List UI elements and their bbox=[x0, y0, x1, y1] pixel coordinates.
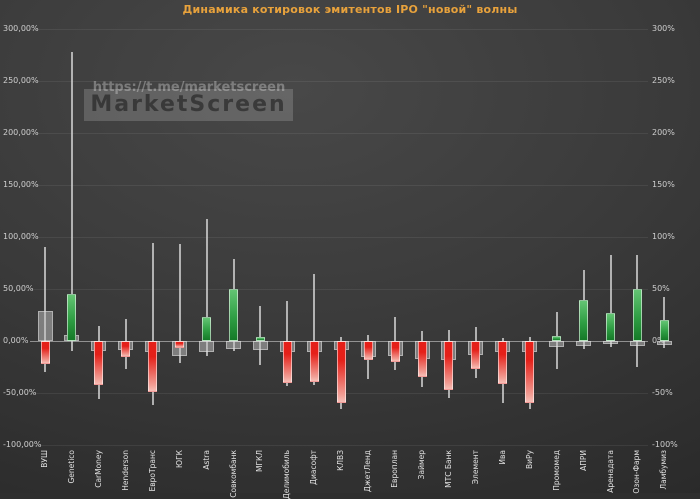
candle-body-down bbox=[525, 341, 535, 404]
candle-body-down bbox=[40, 341, 50, 364]
y-axis-label-right: 200% bbox=[652, 128, 675, 137]
x-axis-label: Делимобиль bbox=[282, 450, 292, 499]
candle-body-down bbox=[282, 341, 292, 383]
candle-body-down bbox=[175, 341, 185, 349]
candle-body-up bbox=[552, 335, 562, 341]
candle-body-down bbox=[148, 341, 158, 392]
candle-body-down bbox=[336, 341, 346, 404]
x-axis-label: Диасофт bbox=[309, 450, 319, 485]
y-axis-label-right: 150% bbox=[652, 180, 675, 189]
candle-grey-body bbox=[549, 341, 565, 348]
x-axis-label: ВиРу bbox=[524, 450, 534, 469]
watermark-box bbox=[84, 89, 293, 121]
candle-body-up bbox=[579, 300, 589, 341]
watermark-brand: MarketScreen bbox=[90, 92, 287, 117]
gridline bbox=[30, 185, 648, 186]
x-axis-label: АПРИ bbox=[578, 450, 588, 471]
x-axis-label: Совкомбанк bbox=[228, 450, 238, 498]
gridline bbox=[30, 445, 648, 446]
gridline bbox=[30, 289, 648, 290]
x-axis-label: ЕвроТранс bbox=[147, 450, 157, 492]
candle-body-up bbox=[632, 289, 642, 341]
x-axis-label: ЮГК bbox=[174, 450, 184, 468]
candle-body-down bbox=[363, 341, 373, 360]
y-axis-label-left: -50,00% bbox=[3, 388, 37, 397]
candle-body-down bbox=[444, 341, 454, 390]
candle-grey-body bbox=[252, 341, 268, 351]
y-axis-label-left: 250,00% bbox=[3, 76, 39, 85]
candle-wick bbox=[313, 274, 316, 385]
x-axis-label: Займер bbox=[417, 450, 427, 480]
candle-body-down bbox=[121, 341, 131, 357]
y-axis-label-left: 150,00% bbox=[3, 180, 39, 189]
candle-body-up bbox=[229, 289, 238, 341]
candle-wick bbox=[44, 247, 46, 373]
x-axis-label: МТС Банк bbox=[443, 450, 453, 488]
y-axis-label-left: 300,00% bbox=[3, 24, 39, 33]
gridline bbox=[30, 237, 648, 238]
chart-title: Динамика котировок эмитентов IPO "новой"… bbox=[182, 3, 518, 16]
gridline bbox=[30, 133, 648, 134]
x-axis-label: Промомед bbox=[551, 450, 561, 491]
x-axis-label: Европлан bbox=[390, 450, 400, 488]
x-axis-label: Аренадата bbox=[605, 450, 615, 493]
y-axis-label-left: 0,00% bbox=[3, 336, 29, 345]
gridline bbox=[30, 29, 648, 30]
watermark-url: https://t.me/marketscreen bbox=[92, 80, 286, 95]
y-axis-label-left: 100,00% bbox=[3, 232, 39, 241]
candle-body-down bbox=[309, 341, 319, 382]
candle-body-down bbox=[417, 341, 427, 378]
x-axis-label: CarMoney bbox=[93, 450, 103, 488]
x-axis-label: Элемент bbox=[470, 450, 480, 485]
candle-body-up bbox=[606, 312, 616, 341]
candle-wick bbox=[205, 219, 208, 356]
candle-wick bbox=[609, 254, 612, 348]
x-axis-label: ДжетЛенд bbox=[363, 450, 373, 492]
candle-wick bbox=[151, 243, 154, 406]
x-axis-label: Henderson bbox=[120, 450, 130, 491]
candle-wick bbox=[178, 244, 181, 363]
candle-grey-body bbox=[226, 341, 241, 350]
y-axis-label-right: 50% bbox=[652, 284, 670, 293]
candle-grey-body bbox=[199, 341, 215, 353]
candle-body-up bbox=[202, 317, 212, 341]
candle-grey-body bbox=[656, 341, 672, 346]
candle-body-up bbox=[255, 336, 265, 341]
candle-grey-body bbox=[603, 341, 619, 345]
candle-body-up bbox=[659, 320, 669, 341]
candle-body-down bbox=[94, 341, 104, 385]
candle-body-down bbox=[471, 341, 481, 370]
candle-wick bbox=[259, 305, 262, 365]
candle-body-down bbox=[498, 341, 508, 384]
candle-body-up bbox=[67, 294, 77, 341]
y-axis-label-right: -50% bbox=[652, 388, 673, 397]
candle-grey-body bbox=[629, 341, 645, 347]
x-axis-label: ВУШ bbox=[40, 450, 49, 468]
y-axis-label-right: 300% bbox=[652, 24, 675, 33]
y-axis-label-left: 200,00% bbox=[3, 128, 39, 137]
gridline bbox=[30, 81, 648, 82]
x-axis-label: Ламбумиз bbox=[659, 450, 669, 490]
candle-grey-body bbox=[37, 310, 53, 341]
candle-wick bbox=[70, 51, 73, 352]
y-axis-label-left: 50,00% bbox=[3, 284, 34, 293]
x-axis-label: КЛВЗ bbox=[336, 450, 346, 471]
y-axis-label-right: -100% bbox=[652, 440, 678, 449]
y-axis-label-left: -100,00% bbox=[3, 440, 42, 449]
x-axis-label: Genetico bbox=[66, 450, 76, 484]
x-axis-label: Astra bbox=[201, 450, 211, 470]
y-axis-label-right: 0% bbox=[652, 336, 665, 345]
y-axis-label-right: 100% bbox=[652, 232, 675, 241]
y-axis-label-right: 250% bbox=[652, 76, 675, 85]
x-axis-label: Озон-Фарм bbox=[632, 450, 642, 494]
x-axis-label: МГКЛ bbox=[255, 450, 265, 473]
candle-body-down bbox=[390, 341, 400, 362]
candle-grey-body bbox=[576, 341, 592, 347]
x-axis-label: Ива bbox=[497, 450, 507, 465]
